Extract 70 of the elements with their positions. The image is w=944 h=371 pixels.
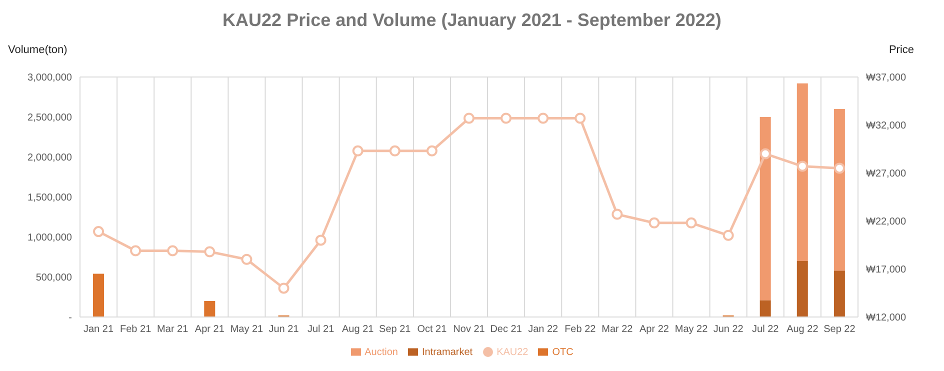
x-tick-label: Jul 21	[307, 324, 335, 336]
legend-label: KAU22	[496, 347, 528, 358]
y2-axis-title: Price	[888, 44, 914, 56]
x-tick-label: Apr 21	[194, 324, 225, 336]
bar	[834, 270, 845, 317]
bar	[796, 83, 808, 261]
point	[834, 162, 845, 174]
bar	[93, 274, 104, 317]
y-tick-label: 1,000,000	[28, 232, 72, 244]
y-tick-label: 2,000,000	[28, 152, 72, 164]
legend-label: OTC	[552, 347, 574, 358]
y-tick-label: 3,000,000	[28, 72, 72, 84]
x-tick-label: Feb 21	[120, 324, 152, 336]
x-tick-label: Sep 21	[379, 324, 412, 336]
point	[315, 234, 326, 246]
bar	[204, 301, 216, 317]
y-axis-title: Volume(ton)	[8, 44, 68, 56]
x-tick-label: Oct 21	[417, 324, 448, 336]
x-tick-label: Feb 22	[564, 324, 596, 336]
x-tick-label: Mar 22	[602, 324, 634, 336]
y2-tick-label: ₩37,000	[866, 72, 906, 84]
y2-tick-label: ₩27,000	[866, 168, 906, 180]
x-tick-label: Nov 21	[453, 324, 486, 336]
y-tick-label: 1,500,000	[28, 192, 72, 204]
point	[722, 230, 734, 241]
point	[167, 245, 178, 256]
y-tick-label: -	[68, 312, 72, 324]
point	[648, 217, 660, 228]
point	[204, 246, 216, 258]
x-tick-label: May 22	[674, 324, 708, 336]
y-tick-label: 2,500,000	[28, 112, 72, 124]
x-tick-label: Jul 22	[752, 324, 780, 336]
x-tick-label: Jun 21	[268, 324, 300, 336]
point	[760, 148, 771, 160]
bar	[834, 109, 845, 271]
y2-tick-label: ₩17,000	[866, 264, 906, 276]
point	[796, 160, 808, 172]
chart-title: KAU22 Price and Volume (January 2021 - September 2022)	[222, 9, 722, 32]
point	[241, 254, 252, 265]
x-tick-label: Dec 21	[490, 324, 522, 336]
bar	[796, 261, 808, 317]
y2-tick-label: ₩22,000	[866, 216, 906, 228]
x-tick-label: Aug 22	[786, 324, 819, 336]
x-tick-label: May 21	[230, 324, 264, 336]
point	[130, 245, 142, 256]
x-tick-label: Jan 22	[528, 324, 559, 336]
y2-tick-label: ₩32,000	[866, 120, 906, 132]
point	[464, 112, 474, 124]
point	[278, 282, 290, 294]
x-tick-label: Sep 22	[824, 324, 856, 336]
x-tick-label: Jan 21	[84, 324, 114, 336]
point	[352, 145, 364, 156]
point	[538, 112, 549, 124]
point	[389, 145, 400, 156]
point	[612, 208, 623, 220]
y2-tick-label: ₩12,000	[866, 312, 906, 324]
point	[500, 112, 512, 124]
point	[93, 226, 104, 238]
x-tick-label: Mar 21	[157, 324, 189, 336]
x-tick-label: Apr 22	[640, 324, 670, 336]
point	[426, 145, 438, 156]
bar	[760, 300, 771, 317]
point	[686, 217, 697, 228]
x-tick-label: Aug 21	[342, 324, 374, 336]
bar	[760, 117, 771, 300]
y-tick-label: 500,000	[36, 272, 72, 284]
legend-label: Intramarket	[422, 347, 473, 358]
point	[574, 112, 586, 124]
x-tick-label: Jun 22	[713, 324, 744, 336]
legend-label: Auction	[364, 347, 398, 358]
